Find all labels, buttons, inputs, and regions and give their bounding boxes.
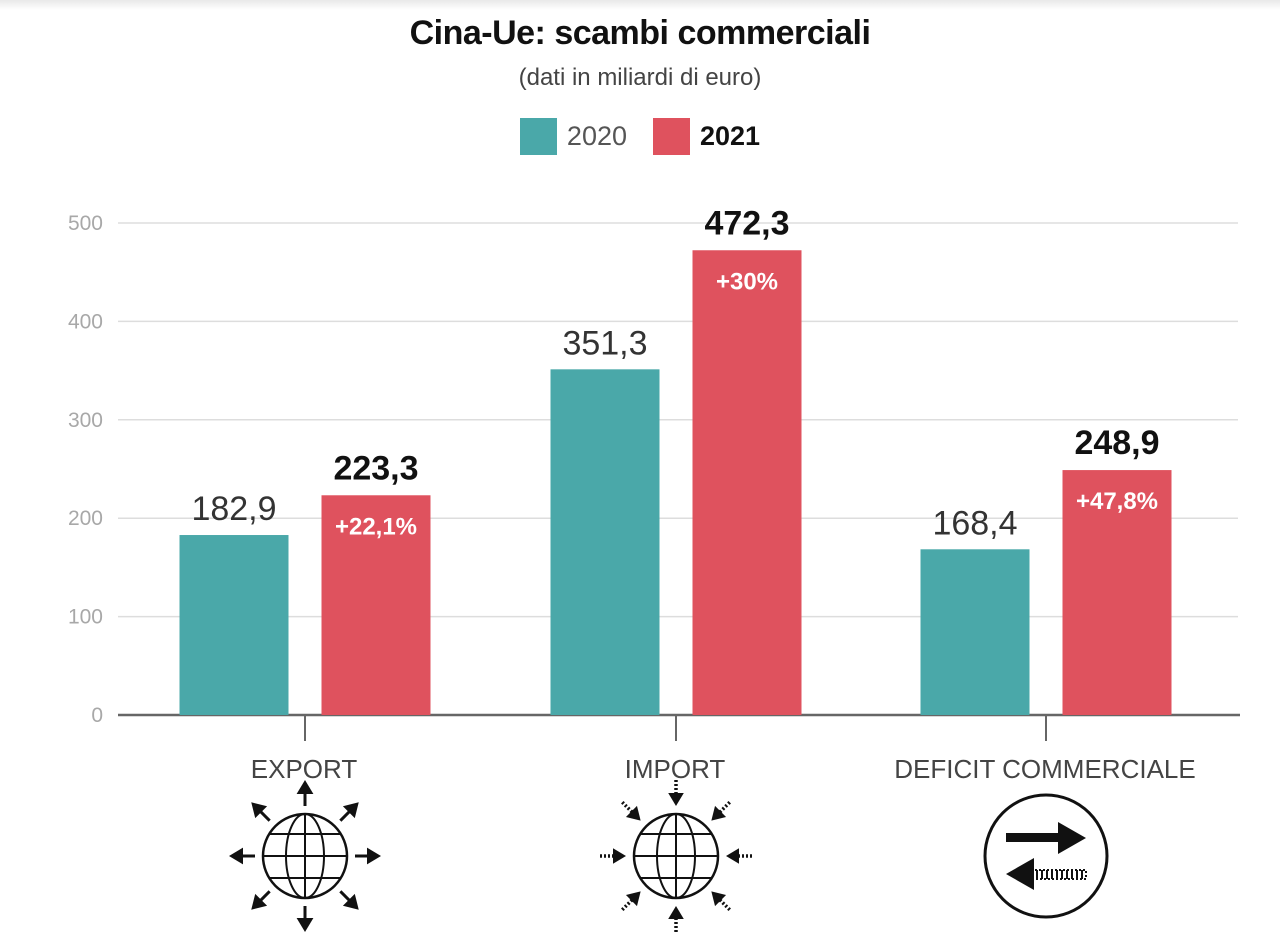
y-tick-label: 400	[68, 310, 103, 333]
bar-2021	[1062, 470, 1172, 715]
change-label-2021: +47,8%	[1076, 488, 1158, 515]
legend-swatch-2020	[519, 118, 557, 155]
globe-inward-arrows-icon	[600, 780, 752, 932]
change-label-2021: +30%	[716, 268, 778, 295]
chart-subtitle: (dati in miliardi di euro)	[518, 64, 762, 91]
bar-2020	[550, 369, 660, 715]
data-label-2020: 351,3	[562, 324, 647, 362]
top-shadow	[0, 0, 1280, 10]
y-tick-label: 500	[68, 212, 103, 235]
arrow-head	[668, 793, 684, 806]
arrow-head	[668, 906, 684, 919]
chart-title: Cina-Ue: scambi commerciali	[409, 14, 871, 52]
arrow-head	[726, 848, 739, 864]
change-label-2021: +22,1%	[335, 513, 417, 540]
trade-balance-arrows-icon	[983, 793, 1109, 919]
arrow-head	[711, 891, 727, 907]
bar-2020	[920, 549, 1030, 715]
y-tick-label: 300	[68, 409, 103, 432]
legend-item-2020: 2020	[519, 118, 627, 155]
arrow-head	[711, 805, 727, 821]
arrow-head	[342, 893, 359, 910]
category-label: IMPORT	[625, 754, 726, 784]
legend-item-2021: 2021	[653, 118, 760, 155]
arrow-head	[296, 780, 314, 794]
arrow-head	[367, 847, 381, 865]
legend: 2020 2021	[0, 118, 1280, 155]
data-label-2021: 223,3	[333, 449, 418, 487]
data-label-2020: 182,9	[191, 490, 276, 528]
balance-circle	[983, 793, 1109, 919]
y-tick-label: 100	[68, 606, 103, 629]
arrow-head	[625, 805, 641, 821]
data-label-2021: 472,3	[704, 204, 789, 242]
arrow-head	[342, 802, 359, 819]
arrow-head-right	[1058, 822, 1086, 854]
legend-swatch-2021	[653, 118, 690, 155]
bar-2021	[692, 250, 802, 715]
legend-label-2020: 2020	[566, 121, 627, 151]
category-label: DEFICIT COMMERCIALE	[894, 754, 1195, 784]
bar-2021	[321, 495, 431, 715]
data-label-2021: 248,9	[1074, 424, 1159, 462]
bar-2020	[179, 535, 289, 715]
arrow-head	[251, 802, 268, 819]
arrow-head	[251, 893, 268, 910]
y-tick-label: 0	[91, 704, 103, 727]
arrow-head-left	[1006, 858, 1034, 890]
y-tick-label: 200	[68, 507, 103, 530]
data-label-2020: 168,4	[932, 504, 1017, 542]
arrow-head	[296, 918, 314, 932]
arrow-head	[613, 848, 626, 864]
globe-outward-arrows-icon	[229, 780, 381, 932]
legend-label-2021: 2021	[700, 121, 761, 151]
arrow-shaft-right	[1006, 833, 1061, 842]
arrow-head	[229, 847, 243, 865]
category-label: EXPORT	[251, 754, 358, 784]
arrow-head	[625, 891, 641, 907]
